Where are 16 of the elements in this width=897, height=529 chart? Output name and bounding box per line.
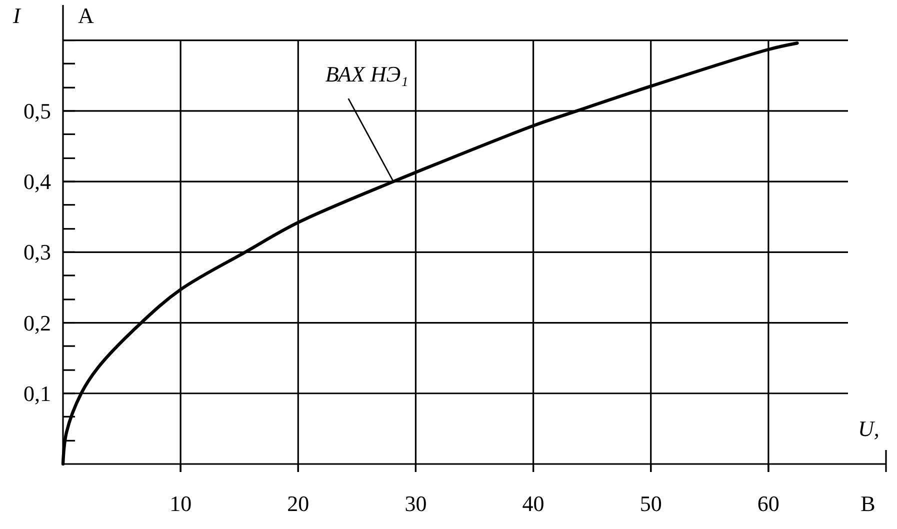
x-tick-label: 60 bbox=[757, 491, 780, 516]
annotation: ВАХ НЭ₁ bbox=[325, 62, 408, 87]
y-tick-label: 0,4 bbox=[24, 169, 51, 194]
x-axis-title: U, bbox=[858, 416, 880, 441]
y-tick-label: 0,5 bbox=[24, 98, 51, 124]
x-tick-label: 50 bbox=[640, 491, 662, 516]
x-tick-label: 20 bbox=[287, 491, 310, 516]
y-axis-title: I bbox=[12, 3, 22, 28]
y-tick-label: 0,3 bbox=[24, 240, 51, 265]
x-tick-label: 30 bbox=[404, 491, 427, 516]
x-tick-label: 10 bbox=[170, 491, 192, 516]
x-tick-label: 40 bbox=[522, 491, 544, 516]
text: В bbox=[860, 491, 876, 516]
annotation: А bbox=[78, 3, 94, 28]
y-tick-label: 0,1 bbox=[24, 380, 51, 406]
y-tick-label: 0,2 bbox=[24, 310, 51, 336]
